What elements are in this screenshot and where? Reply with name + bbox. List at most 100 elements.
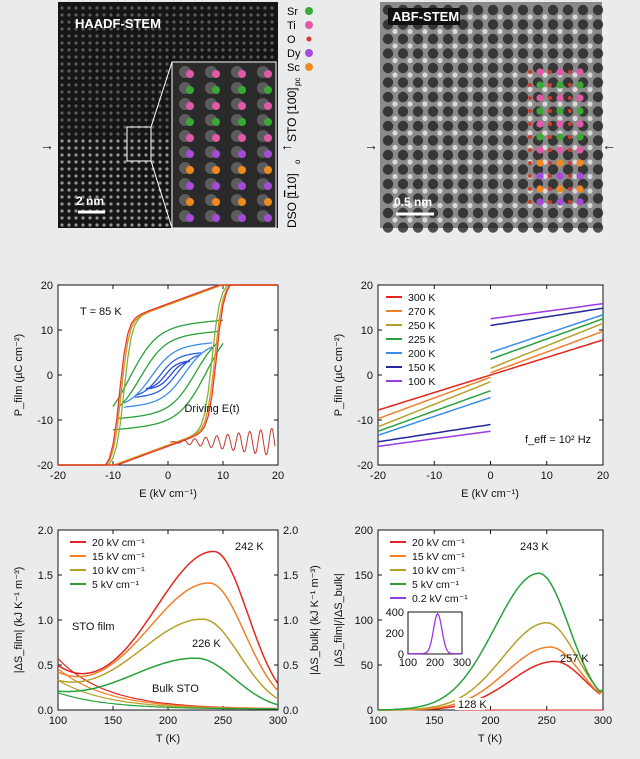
abf-atom-column [532,19,544,30]
haadf-atom-column [102,111,106,115]
haadf-atom-column [165,83,169,87]
range-annotation: 128 K [458,699,487,711]
haadf-atom-column [102,104,106,108]
haadf-atom-column [151,209,155,213]
abf-atom-column [502,33,514,45]
abf-atom-column [532,222,544,233]
abf-atom-column [517,178,529,190]
haadf-atom-column [130,209,134,213]
haadf-atom-marker [238,118,246,126]
haadf-atom-column [116,27,120,31]
x-tick-label: -10 [105,470,121,482]
abf-atom-marker [556,159,564,167]
haadf-atom-marker [238,166,246,174]
haadf-atom-column [88,69,92,73]
haadf-atom-column [81,174,85,178]
haadf-atom-column [144,20,148,24]
haadf-atom-column [137,195,141,199]
haadf-atom-column [200,34,204,38]
abf-atom-column [517,120,529,132]
abf-atom-marker [576,146,584,154]
haadf-atom-column [270,27,274,31]
abf-bright-spot [602,14,608,20]
haadf-atom-column [158,132,162,136]
abf-atom-column [592,62,604,74]
polarization-curve [377,430,491,448]
haadf-atom-column [123,195,127,199]
haadf-atom-column [207,13,211,17]
abf-atom-column [397,33,409,45]
abf-atom-column [547,178,559,190]
haadf-atom-column [130,216,134,220]
polarization-curve [490,322,604,369]
haadf-atom-column [88,132,92,136]
haadf-atom-column [221,34,225,38]
haadf-atom-column [95,34,99,38]
abf-atom-column [502,178,514,190]
abf-bright-spot [587,28,593,35]
haadf-atom-column [158,69,162,73]
haadf-atom-column [130,62,134,66]
haadf-atom-column [130,55,134,59]
abf-bright-spot [587,159,593,165]
abf-bright-spot [422,86,428,93]
y-tick-label: 20 [41,280,53,292]
abf-atom-column [472,222,484,233]
haadf-atom-column [151,139,155,143]
abf-atom-column [532,164,544,175]
film-entropy-curve [57,657,279,706]
hysteresis-loop-branch [58,284,278,466]
haadf-atom-column [179,27,183,31]
abf-bright-spot [452,217,458,223]
haadf-atom-column [151,48,155,52]
abf-atom-marker [556,107,564,115]
abf-oxygen-marker [548,200,552,204]
haadf-atom-column [144,167,148,171]
haadf-atom-column [144,48,148,52]
abf-atom-column [457,149,469,161]
haadf-atom-column [116,83,120,87]
haadf-atom-column [74,146,78,150]
abf-atom-column [427,77,439,88]
haadf-atom-column [130,153,134,157]
haadf-atom-column [88,223,92,227]
plot-area [57,529,279,711]
x-axis-label: E (kV cm⁻¹) [461,488,519,500]
abf-bright-spot [407,231,413,238]
haadf-atom-column [144,6,148,10]
haadf-atom-marker [186,102,194,110]
haadf-atom-column [179,13,183,17]
abf-oxygen-marker [528,109,532,113]
haadf-atom-column [144,69,148,73]
haadf-atom-column [123,132,127,136]
haadf-atom-column [102,146,106,150]
haadf-atom-column [144,76,148,80]
haadf-atom-column [81,216,85,220]
frequency-annotation: f_eff = 10² Hz [525,434,591,446]
haadf-atom-column [137,55,141,59]
abf-oxygen-marker [568,109,572,113]
haadf-atom-column [144,181,148,185]
x-tick-label: -20 [50,470,66,482]
abf-atom-column [547,164,559,175]
haadf-atom-column [95,174,99,178]
haadf-atom-column [172,13,176,17]
haadf-atom-column [116,195,120,199]
haadf-atom-column [67,83,71,87]
haadf-atom-column [88,90,92,94]
legend: 300 K 270 K 250 K 225 K 200 K 150 K 100 K [386,292,435,388]
legend: 20 kV cm⁻¹ 15 kV cm⁻¹ 10 kV cm⁻¹ 5 kV cm⁻¹ 0… [390,537,468,605]
haadf-atom-column [81,188,85,192]
abf-bright-spot [467,173,473,180]
y2-tick-label: 1.5 [283,570,298,582]
abf-atom-marker [536,81,544,89]
abf-bright-spot [587,231,593,238]
abf-oxygen-marker [528,174,532,178]
haadf-atom-column [137,34,141,38]
haadf-atom-column [165,20,169,24]
abf-bright-spot [557,43,563,49]
haadf-atom-column [137,20,141,24]
film-entropy-curve [57,618,279,700]
haadf-atom-column [67,20,71,24]
abf-atom-column [517,33,529,45]
